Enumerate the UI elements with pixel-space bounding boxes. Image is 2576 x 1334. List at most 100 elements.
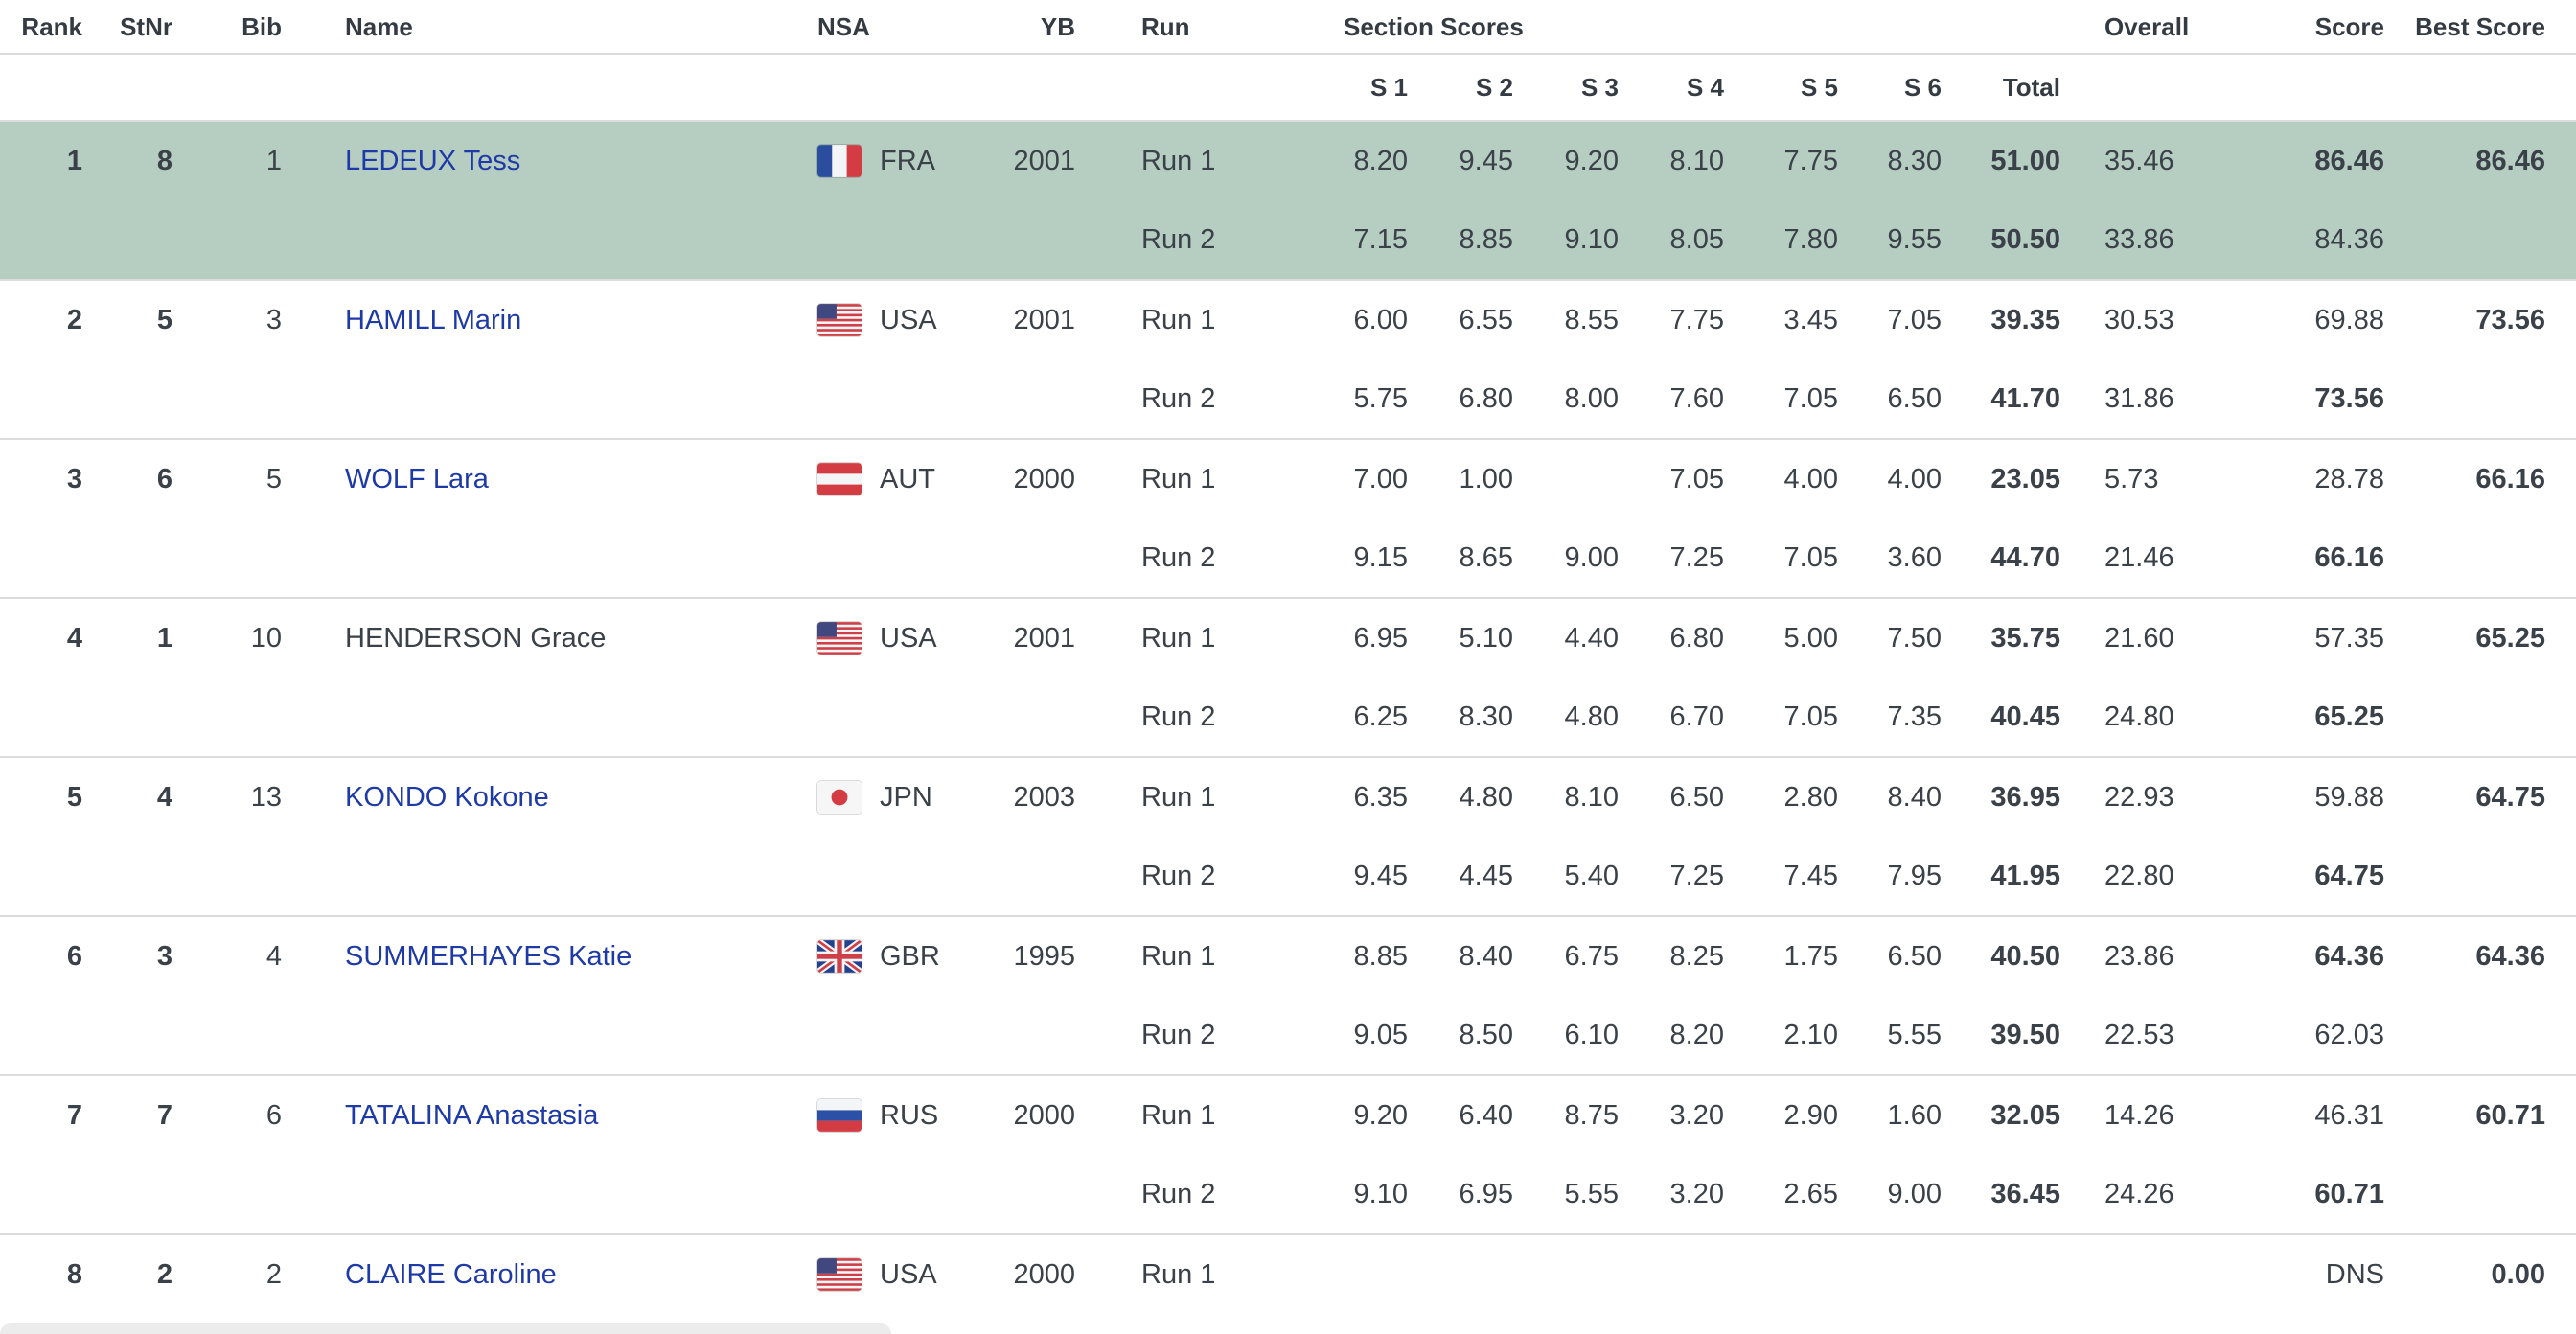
section-score-cell-s2: 6.80 [1459, 382, 1513, 414]
rank-cell [0, 1155, 94, 1233]
total-score-cell: 35.75 [1990, 622, 2060, 654]
nsa-code-text: GBR [880, 940, 940, 972]
header-yb: YB [1040, 12, 1075, 41]
name-cell: KONDO Kokone [293, 758, 810, 837]
result-row-group: 1 8 1 LEDEUX Tess FRA 2001 Run 1 8.20 9.45 9.20 8.… [0, 122, 2576, 281]
header-name: Name [345, 12, 413, 41]
nsa-cell: JPN [810, 758, 973, 837]
best-score-cell [2386, 1155, 2576, 1233]
nsa-code-text: USA [880, 622, 937, 654]
score-cell: 46.31 [2314, 1099, 2384, 1131]
usa-flag-icon [817, 304, 862, 336]
name-cell [293, 200, 810, 279]
section-score-cell-s6: 3.60 [1887, 541, 1942, 573]
section-score-cell-s5: 2.65 [1783, 1178, 1838, 1209]
nsa-code-text: AUT [880, 463, 935, 494]
usa-flag-icon [817, 622, 862, 655]
subheader-s1: S 1 [1369, 73, 1408, 102]
section-score-cell-s3: 6.75 [1564, 940, 1619, 972]
rank-cell [0, 518, 94, 597]
rank-cell: 2 [66, 304, 82, 335]
start-number-cell: 1 [156, 622, 172, 654]
athlete-name-link[interactable]: HAMILL Marin [345, 304, 522, 335]
section-score-cell-s6: 6.50 [1887, 940, 1942, 972]
section-score-cell-s4: 3.20 [1669, 1178, 1724, 1209]
run-row: Run 2 6.25 8.30 4.80 6.70 7.05 7.35 40.45 24.80 6… [0, 678, 2576, 756]
subheader-s4: S 4 [1686, 73, 1724, 102]
run-row: Run 2 5.75 6.80 8.00 7.60 7.05 6.50 41.70 31.86 7… [0, 359, 2576, 438]
section-score-cell-s1: 7.15 [1353, 223, 1408, 255]
section-score-cell-s4: 7.25 [1669, 860, 1724, 891]
score-cell: 69.88 [2314, 304, 2384, 335]
nsa-cell: AUT [810, 440, 973, 518]
section-score-cell-s6: 6.50 [1887, 382, 1942, 414]
run-row: Run 2 7.15 8.85 9.10 8.05 7.80 9.55 50.50 33.86 8… [0, 200, 2576, 279]
rank-cell: 8 [66, 1258, 82, 1290]
overall-cell: 24.26 [2104, 1178, 2174, 1209]
section-score-cell-s6: 7.35 [1887, 701, 1942, 732]
section-score-cell-s2 [1408, 1235, 1513, 1314]
section-score-cell-s5: 7.75 [1783, 145, 1838, 176]
best-score-cell: 0.00 [2491, 1258, 2545, 1290]
athlete-name-link[interactable]: TATALINA Anastasia [345, 1099, 599, 1131]
subheader-total: Total [2002, 73, 2060, 102]
section-score-cell-s1: 6.00 [1353, 304, 1408, 335]
section-score-cell-s4: 7.75 [1669, 304, 1724, 335]
section-score-cell-s1: 8.20 [1353, 145, 1408, 176]
result-row-group: 4 1 10 HENDERSON Grace USA 2001 Run 1 6.95 5.10 4… [0, 599, 2576, 758]
run-label: Run 1 [1141, 1258, 1216, 1290]
start-number-cell [94, 518, 184, 597]
athlete-name-link[interactable]: CLAIRE Caroline [345, 1258, 557, 1290]
rank-cell: 6 [66, 940, 82, 972]
header-score: Score [2314, 12, 2384, 41]
rank-cell [0, 996, 94, 1074]
header-best-score: Best Score [2415, 12, 2545, 41]
section-score-cell-s6: 7.50 [1887, 622, 1942, 654]
section-score-cell-s1: 9.20 [1353, 1099, 1408, 1131]
bottom-edge-element [0, 1323, 891, 1334]
athlete-name-link[interactable]: SUMMERHAYES Katie [345, 940, 632, 972]
yb-cell [973, 518, 1075, 597]
section-score-cell-s5 [1724, 1235, 1838, 1314]
bib-cell [184, 678, 293, 756]
section-score-cell-s4: 8.25 [1669, 940, 1724, 972]
section-score-cell-s5: 7.05 [1783, 701, 1838, 732]
section-score-cell-s6 [1838, 1235, 1942, 1314]
name-cell: HAMILL Marin [293, 281, 810, 359]
athlete-name-link[interactable]: KONDO Kokone [345, 781, 549, 813]
nsa-code-text: USA [880, 1258, 937, 1290]
overall-cell [2060, 1235, 2252, 1314]
bib-cell: 4 [265, 940, 282, 972]
results-rows: 1 8 1 LEDEUX Tess FRA 2001 Run 1 8.20 9.45 9.20 8.… [0, 122, 2576, 1314]
subheader-s2: S 2 [1475, 73, 1513, 102]
section-score-cell-s6: 8.30 [1887, 145, 1942, 176]
section-score-cell-s5: 5.00 [1783, 622, 1838, 654]
run-label: Run 1 [1141, 463, 1216, 494]
athlete-name-link[interactable]: WOLF Lara [345, 463, 489, 494]
best-score-cell: 73.56 [2475, 304, 2545, 335]
result-row-group: 5 4 13 KONDO Kokone JPN 2003 Run 1 6.35 4.80 8.10… [0, 758, 2576, 917]
header-stnr: StNr [120, 12, 172, 41]
result-row-group: 3 6 5 WOLF Lara AUT 2000 Run 1 7.00 1.00 7.05 4.00… [0, 440, 2576, 599]
section-score-cell-s3: 4.80 [1564, 701, 1619, 732]
result-row-group: 2 5 3 HAMILL Marin USA 2001 Run 1 6.00 6.55 8.55 7… [0, 281, 2576, 440]
rus-flag-icon [817, 1099, 862, 1132]
section-score-cell-s2: 6.95 [1459, 1178, 1513, 1209]
section-score-cell-s4: 7.05 [1669, 463, 1724, 494]
run-row: 8 2 2 CLAIRE Caroline USA 2000 Run 1 DNS 0.00 [0, 1235, 2576, 1314]
section-score-cell-s3: 8.75 [1564, 1099, 1619, 1131]
best-score-cell [2386, 678, 2576, 756]
overall-cell: 14.26 [2104, 1099, 2174, 1131]
nsa-cell [810, 996, 973, 1074]
bib-cell [184, 359, 293, 438]
name-cell: SUMMERHAYES Katie [293, 917, 810, 996]
section-score-cell-s2: 6.40 [1459, 1099, 1513, 1131]
athlete-name-link[interactable]: LEDEUX Tess [345, 145, 521, 176]
section-score-cell-s5: 2.80 [1783, 781, 1838, 813]
run-label: Run 2 [1141, 860, 1216, 891]
best-score-cell: 60.71 [2475, 1099, 2545, 1131]
section-score-cell-s4: 7.25 [1669, 541, 1724, 573]
section-score-cell-s5: 3.45 [1783, 304, 1838, 335]
header-section-scores: Section Scores [1344, 12, 1524, 41]
section-score-cell-s4: 8.20 [1669, 1019, 1724, 1050]
